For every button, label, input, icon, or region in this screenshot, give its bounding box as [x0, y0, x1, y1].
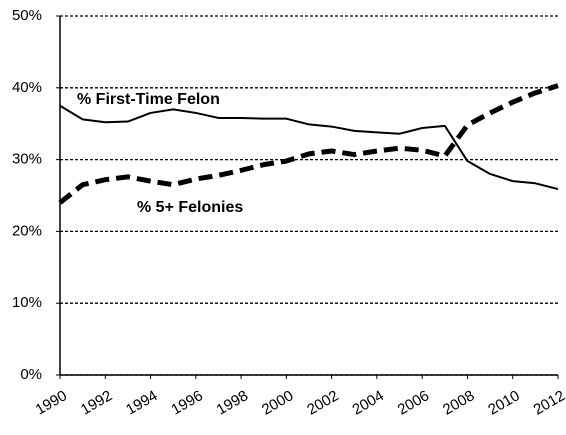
- series-label: % First-Time Felon: [77, 91, 220, 108]
- series-line: [58, 83, 559, 205]
- x-tick-label: 1990: [33, 387, 70, 418]
- x-tick-label: 1992: [78, 387, 115, 418]
- series-line: [59, 104, 559, 191]
- y-tick-label: 10%: [12, 294, 42, 311]
- y-tick-label: 30%: [12, 151, 42, 168]
- x-tick-label: 2012: [531, 387, 566, 418]
- y-tick-label: 20%: [12, 222, 42, 239]
- y-tick-label: 0%: [20, 366, 42, 383]
- x-tick-label: 2002: [304, 387, 341, 418]
- x-tick-label: 1996: [168, 387, 205, 418]
- x-tick-label: 1994: [123, 387, 160, 418]
- y-tick-label: 40%: [12, 79, 42, 96]
- series-label: % 5+ Felonies: [137, 199, 243, 216]
- y-tick-label: 50%: [12, 7, 42, 24]
- x-tick-label: 2010: [485, 387, 522, 418]
- x-tick-label: 2008: [440, 387, 477, 418]
- x-tick-label: 2004: [349, 387, 386, 418]
- x-tick-label: 1998: [214, 387, 251, 418]
- x-tick-label: 2000: [259, 387, 296, 418]
- x-tick-label: 2006: [395, 387, 432, 418]
